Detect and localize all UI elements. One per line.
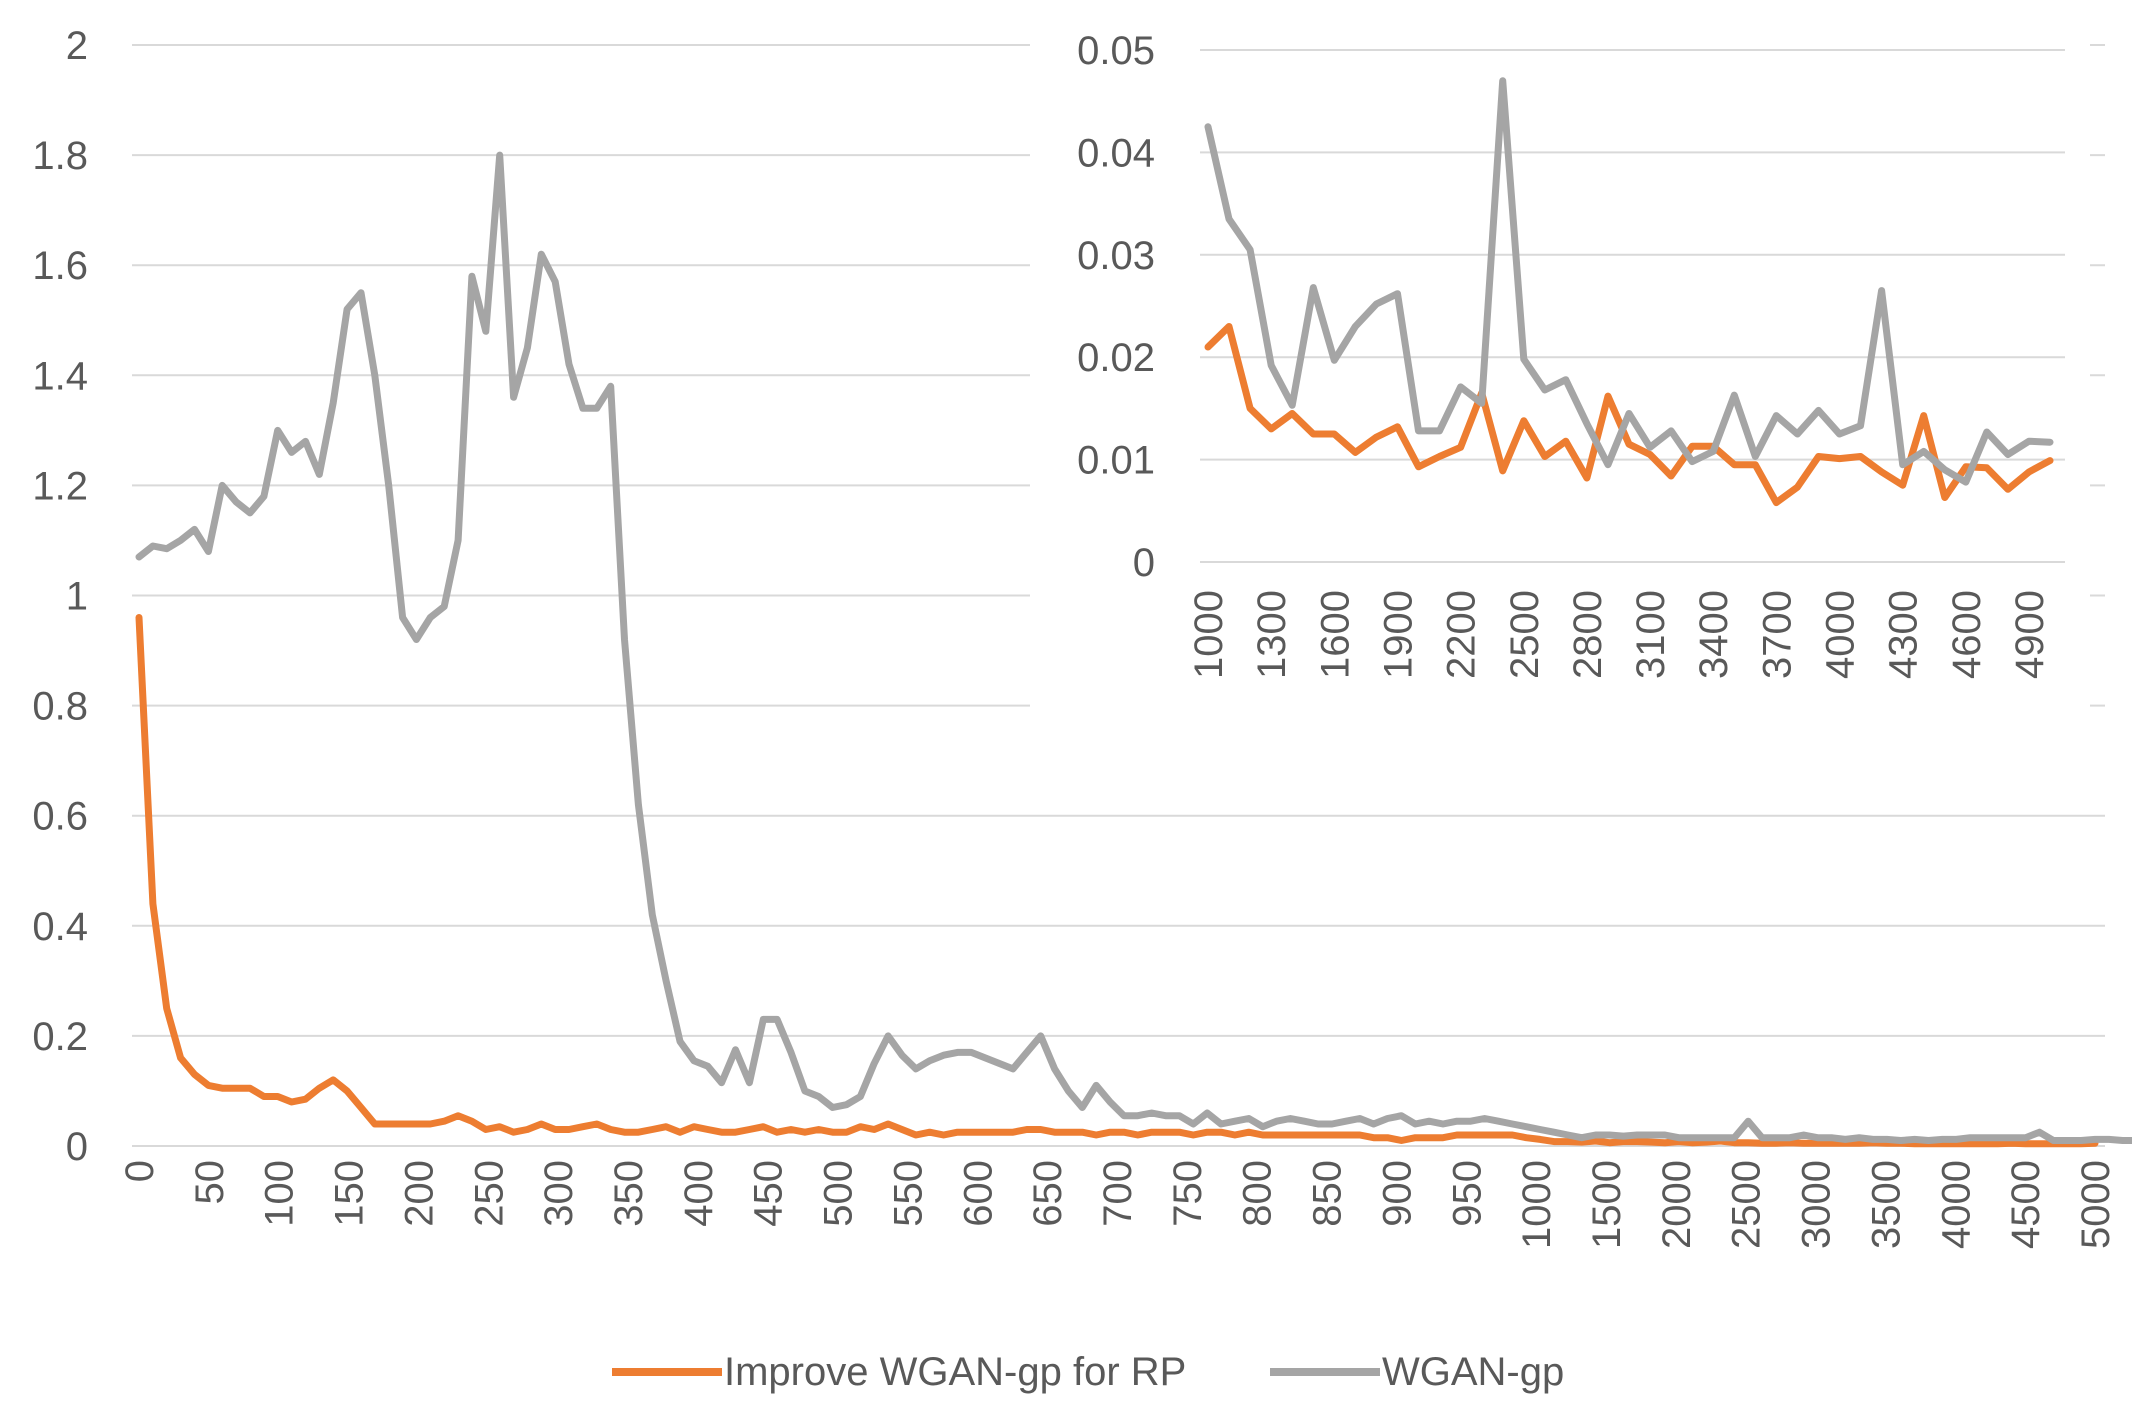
main-x-tick-label: 650: [1026, 1160, 1070, 1227]
main-x-tick-labels: 0 50 100 150 200 250 300 350 400 450 500 550 600 650 7…: [118, 1160, 2118, 1249]
main-x-tick-label: 3000: [1795, 1160, 1839, 1249]
inset-x-tick-label: 1600: [1313, 590, 1357, 679]
main-y-tick-label: 1.8: [32, 134, 88, 178]
main-y-tick-label: 1.2: [32, 464, 88, 508]
legend-label-improve-wgan-gp: Improve WGAN-gp for RP: [724, 1350, 1186, 1394]
main-y-tick-labels: 0 0.2 0.4 0.6 0.8 1 1.2 1.4 1.6 1.8 2: [32, 24, 88, 1169]
inset-x-tick-label: 4600: [1945, 590, 1989, 679]
inset-x-tick-label: 4900: [2008, 590, 2052, 679]
main-x-tick-label: 900: [1375, 1160, 1419, 1227]
main-x-tick-label: 400: [677, 1160, 721, 1227]
inset-gridlines: [1200, 49, 2065, 563]
main-x-tick-label: 500: [817, 1160, 861, 1227]
main-y-tick-label: 2: [66, 24, 88, 68]
main-x-tick-label: 1500: [1585, 1160, 1629, 1249]
main-x-tick-label: 700: [1096, 1160, 1140, 1227]
main-series-lines: [135, 151, 2132, 1148]
main-y-tick-label: 0.6: [32, 795, 88, 839]
main-y-tick-label: 1.6: [32, 244, 88, 288]
inset-y-tick-labels: 0 0.01 0.02 0.03 0.04 0.05: [1077, 29, 1155, 585]
inset-y-tick-label: 0.03: [1077, 234, 1155, 278]
main-x-tick-label: 5000: [2074, 1160, 2118, 1249]
inset-x-tick-label: 4300: [1882, 590, 1926, 679]
main-y-tick-label: 0.4: [32, 905, 88, 949]
main-x-tick-label: 850: [1306, 1160, 1350, 1227]
legend-label-wgan-gp: WGAN-gp: [1382, 1350, 1564, 1394]
main-series-line-wgan-gp: [135, 151, 2132, 1144]
main-x-tick-label: 2000: [1655, 1160, 1699, 1249]
main-x-tick-label: 250: [467, 1160, 511, 1227]
inset-background: [1030, 25, 2090, 710]
main-x-tick-label: 0: [118, 1160, 162, 1182]
inset-x-tick-label: 3100: [1629, 590, 1673, 679]
main-y-tick-label: 1: [66, 575, 88, 619]
main-x-tick-label: 100: [258, 1160, 302, 1227]
main-y-tick-label: 1.4: [32, 354, 88, 398]
inset-series-line-wgan-gp: [1204, 77, 2054, 486]
inset-x-tick-label: 2800: [1566, 590, 1610, 679]
inset-x-tick-labels: 1000 1300 1600 1900 2200 2500 2800 3100 3400 3700…: [1187, 590, 2052, 679]
inset-y-tick-label: 0.04: [1077, 131, 1155, 175]
main-x-tick-label: 4000: [1934, 1160, 1978, 1249]
inset-x-tick-label: 2200: [1440, 590, 1484, 679]
inset-x-tick-label: 3700: [1755, 590, 1799, 679]
main-x-tick-label: 3500: [1864, 1160, 1908, 1249]
main-x-tick-label: 550: [886, 1160, 930, 1227]
inset-x-tick-label: 1300: [1250, 590, 1294, 679]
inset-y-tick-label: 0.05: [1077, 29, 1155, 73]
main-y-tick-label: 0: [66, 1125, 88, 1169]
main-y-tick-label: 0.2: [32, 1015, 88, 1059]
main-x-tick-label: 950: [1445, 1160, 1489, 1227]
inset-y-tick-label: 0: [1133, 541, 1155, 585]
main-x-tick-label: 750: [1166, 1160, 1210, 1227]
inset-series-lines: [1204, 77, 2054, 507]
inset-x-tick-label: 1000: [1187, 590, 1231, 679]
main-x-tick-label: 1000: [1515, 1160, 1559, 1249]
inset-x-tick-label: 2500: [1503, 590, 1547, 679]
inset-y-tick-label: 0.02: [1077, 336, 1155, 380]
inset-x-tick-label: 3400: [1692, 590, 1736, 679]
inset-x-tick-label: 1900: [1376, 590, 1420, 679]
main-x-tick-label: 150: [328, 1160, 372, 1227]
main-x-tick-label: 300: [537, 1160, 581, 1227]
main-x-tick-label: 200: [397, 1160, 441, 1227]
main-y-tick-label: 0.8: [32, 685, 88, 729]
legend: Improve WGAN-gp for RP WGAN-gp: [612, 1350, 1564, 1394]
main-x-tick-label: 4500: [2004, 1160, 2048, 1249]
main-x-tick-label: 600: [956, 1160, 1000, 1227]
main-series-line-improve-wgan-gp: [135, 614, 2099, 1148]
inset-x-tick-label: 4000: [1819, 590, 1863, 679]
main-x-tick-label: 800: [1236, 1160, 1280, 1227]
main-x-tick-label: 50: [188, 1160, 232, 1205]
inset-y-tick-label: 0.01: [1077, 439, 1155, 483]
main-x-tick-label: 450: [747, 1160, 791, 1227]
inset-panel: [1030, 25, 2090, 710]
main-x-tick-label: 350: [607, 1160, 651, 1227]
main-x-tick-label: 2500: [1725, 1160, 1769, 1249]
